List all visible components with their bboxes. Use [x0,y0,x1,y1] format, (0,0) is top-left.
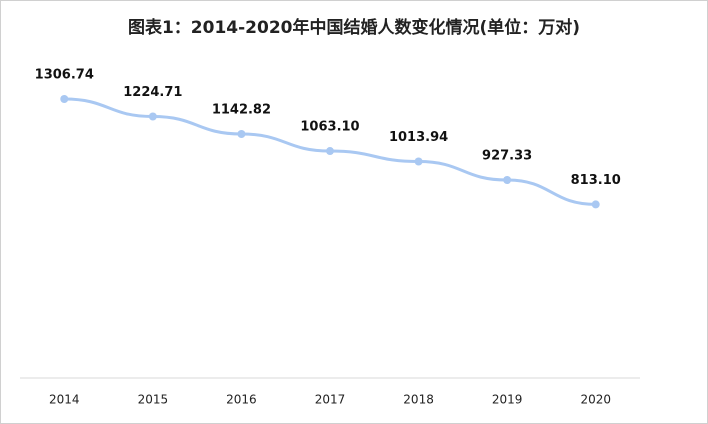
x-tick-label: 2014 [49,393,80,407]
data-label: 1142.82 [212,102,271,117]
x-tick-label: 2015 [138,393,169,407]
data-label: 927.33 [482,149,532,164]
point [148,112,157,121]
data-label: 1013.94 [389,130,448,145]
point [591,200,600,209]
point [326,147,334,156]
data-label: 1063.10 [300,120,359,135]
chart-title: 图表1：2014-2020年中国结婚人数变化情况(单位：万对) [128,17,580,38]
data-label: 1224.71 [123,85,182,100]
point [503,176,512,185]
x-tick-label: 2018 [403,393,434,407]
x-tick-label: 2016 [226,393,257,407]
data-label: 813.10 [571,173,621,188]
point [60,95,69,103]
data-label: 1306.74 [35,68,94,83]
x-tick-label: 2019 [492,393,523,407]
x-tick-label: 2017 [315,393,346,407]
point [237,129,246,138]
point [414,157,423,166]
x-tick-label: 2020 [580,393,611,407]
